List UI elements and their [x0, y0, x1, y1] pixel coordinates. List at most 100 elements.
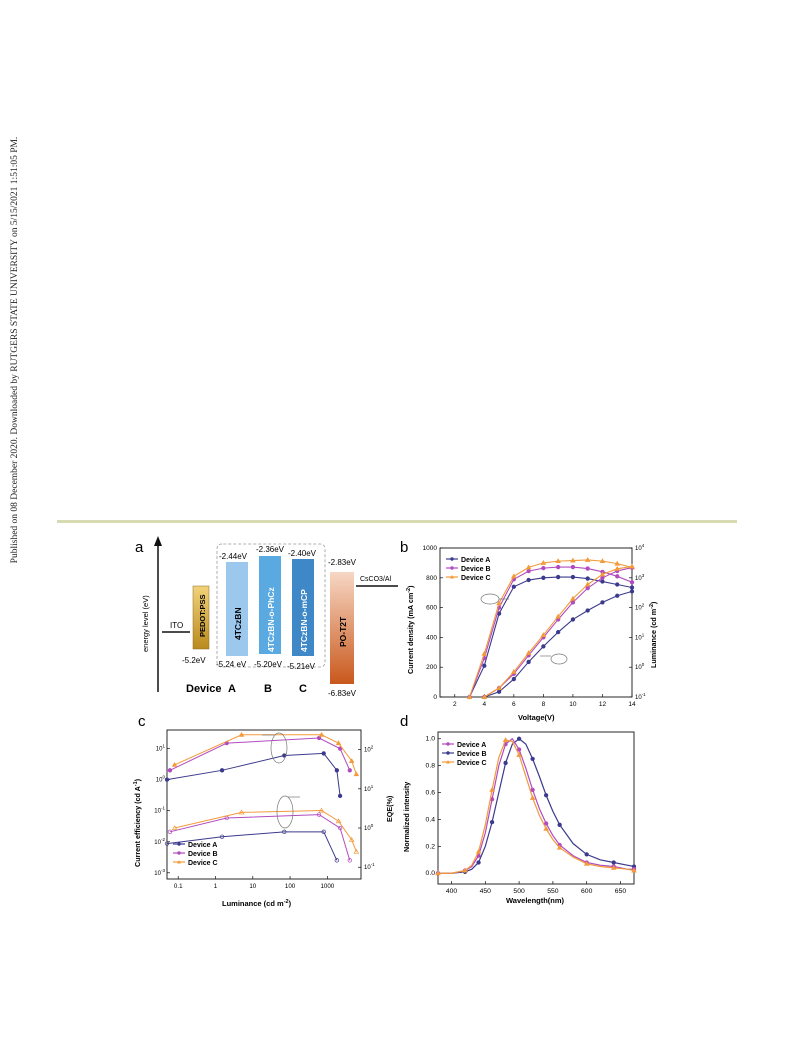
series-line-device-c [469, 559, 633, 698]
data-point [541, 575, 546, 580]
series-line-device-b [438, 737, 634, 874]
panel-b-jvl-chart: b 2 4 6 8 10 12 14 0 200 400 600 800 1000 10-1 100 101 1… [398, 536, 660, 724]
legend-device-a: Device A [188, 842, 217, 849]
etl-homo: -6.83eV [328, 689, 357, 698]
data-point [347, 858, 352, 863]
data-point [543, 821, 549, 826]
panel-b-plot-frame [439, 547, 633, 698]
energy-axis-label: energy level (eV) [141, 595, 150, 652]
data-point [516, 736, 522, 741]
x-tick-label: 450 [480, 888, 492, 895]
x-tick-label: 4 [482, 701, 486, 708]
data-point [583, 860, 590, 866]
data-point [526, 577, 531, 583]
y-tick-label: 1000 [423, 545, 438, 552]
data-point [516, 751, 522, 757]
y-tick-label: 400 [426, 634, 437, 641]
data-point [316, 812, 322, 817]
data-point [318, 807, 325, 813]
data-point [353, 771, 360, 777]
data-point [570, 595, 576, 601]
series-line-device-c [438, 739, 635, 874]
data-point [599, 571, 606, 577]
data-point [584, 581, 591, 587]
data-point [570, 557, 576, 563]
pedot-layer-block [192, 585, 210, 650]
data-point [570, 564, 576, 570]
data-point [599, 558, 606, 564]
data-point [462, 867, 468, 873]
data-point [543, 825, 549, 831]
data-point [629, 563, 635, 569]
data-point [353, 848, 360, 854]
data-point [526, 659, 531, 665]
panel-d-label: d [400, 713, 408, 730]
data-point [496, 689, 502, 694]
series-line-eqe-device-a [166, 831, 338, 861]
x-tick-label: 100 [285, 883, 296, 890]
data-point [615, 593, 620, 598]
data-point [570, 617, 576, 622]
data-point [600, 575, 605, 580]
y2-tick-label: 101 [635, 632, 645, 641]
layer-c-name: 4TCzBN-o-mCP [299, 589, 309, 652]
data-point [557, 822, 562, 827]
data-point [585, 608, 590, 613]
data-point [526, 568, 531, 574]
layer-b-lumo: -2.36eV [256, 545, 285, 554]
panel-c-label: c [138, 713, 146, 730]
y2-tick-label: 10-1 [364, 862, 375, 871]
layer-a-name: 4TCzBN [233, 607, 243, 640]
data-point [556, 574, 561, 580]
data-point [530, 787, 535, 792]
device-letter-a: A [228, 683, 236, 695]
data-point [570, 600, 576, 605]
data-point [631, 867, 637, 873]
data-point [585, 576, 590, 581]
legend-device-b: Device B [188, 851, 218, 858]
layer-4tczbn-o-mcp [292, 559, 314, 656]
y-tick-label: 1.0 [426, 736, 436, 743]
legend-device-a: Device A [457, 742, 486, 749]
panel-b-ylabel-left: Current density (mA cm-2) [406, 585, 415, 674]
data-point [611, 860, 616, 865]
data-point [529, 795, 536, 800]
data-point [489, 786, 495, 792]
layer-a-lumo: -2.44eV [219, 552, 248, 561]
y-tick-label: 600 [426, 605, 437, 612]
data-point [348, 836, 355, 842]
legend-device-c: Device C [461, 575, 491, 582]
panel-c-efficiency-chart: c 0.1 1 10 100 1000 101 100 10-1 10-2 10-3 102 101 1… [133, 712, 398, 914]
panel-c-plot-frame [166, 729, 362, 880]
data-point [555, 558, 561, 564]
panel-c-ylabel-left: Current efficiency (cd A-1) [133, 778, 142, 867]
x-tick-label: 1000 [320, 883, 334, 890]
x-tick-label: 650 [615, 888, 627, 895]
section-divider [57, 520, 737, 523]
y-tick-label: 0.4 [426, 816, 436, 823]
layer-b-name: 4TCzBN-o-PhCz [266, 587, 276, 652]
data-point [541, 565, 546, 571]
data-point [321, 751, 326, 756]
y2-tick-label: 103 [635, 573, 645, 582]
data-point [615, 574, 620, 579]
y-tick-label: 100 [156, 775, 166, 784]
panel-d-xlabel: Wavelength(nm) [506, 896, 565, 905]
data-point [556, 844, 563, 850]
legend-device-c: Device C [188, 860, 218, 867]
panel-c-legend: Device A Device B Device C [173, 842, 218, 867]
data-point [629, 589, 635, 594]
panel-d-el-spectra-chart: d 400 450 500 550 600 650 0.0 0.2 0.4 0.6 0.8 1.0 D… [398, 712, 660, 914]
panel-d-legend: Device A Device B Device C [442, 742, 487, 767]
panel-d-plot-frame [437, 731, 635, 885]
data-point [489, 819, 495, 825]
ito-level-value: -5.2eV [182, 656, 206, 665]
data-point [556, 564, 561, 570]
panel-b-ylabel-right: Luminance (cd m-2) [649, 601, 658, 668]
emitter-group-outline [216, 543, 326, 668]
data-point [525, 564, 532, 570]
data-point [584, 557, 591, 562]
data-point [321, 829, 326, 834]
data-point [555, 613, 561, 619]
etl-label: PO-T2T [338, 616, 348, 647]
